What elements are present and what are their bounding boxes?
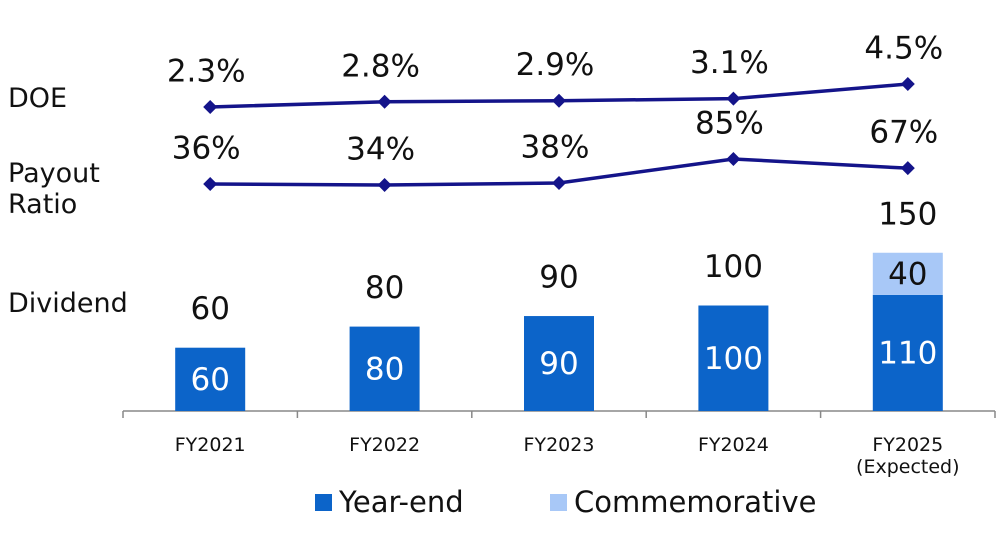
bar-value-label: 90: [539, 346, 578, 382]
line-value-label: 38%: [521, 129, 590, 165]
line-value-label: 3.1%: [690, 45, 769, 81]
line-marker: [552, 175, 566, 190]
bar-segment: [872, 294, 943, 411]
total-label: 60: [190, 291, 229, 327]
bar-value-label: 100: [704, 341, 763, 377]
line-value-label: 34%: [346, 132, 415, 168]
legend-label: Year-end: [338, 485, 464, 519]
line-value-label: 2.9%: [516, 47, 595, 83]
total-label: 150: [878, 196, 937, 232]
line-marker: [726, 152, 741, 166]
legend-swatch: [550, 494, 567, 511]
x-tick-label: FY2024: [697, 434, 769, 456]
line-marker: [726, 91, 741, 106]
x-tick-label: FY2023: [523, 434, 595, 456]
line-value-label: 2.3%: [167, 54, 246, 90]
line-value-label: 67%: [869, 115, 938, 151]
line-marker: [203, 100, 218, 114]
x-tick-label: FY2021: [174, 434, 246, 456]
line-value-label: 36%: [172, 131, 241, 167]
total-label: 100: [704, 249, 763, 285]
row-label: Dividend: [8, 288, 128, 319]
line-marker: [900, 77, 915, 91]
line-marker: [203, 177, 218, 191]
bar-segment: [872, 252, 943, 295]
line-marker: [900, 161, 915, 176]
legend-swatch: [315, 494, 332, 511]
bar-segment: [524, 316, 594, 411]
total-label: 80: [365, 270, 404, 306]
row-label: Payout Ratio: [8, 158, 100, 221]
total-label: 90: [539, 260, 578, 296]
bar-value-label: 110: [878, 335, 937, 371]
line-value-label: 2.8%: [341, 48, 420, 84]
x-tick-label: FY2022: [349, 434, 421, 456]
line-marker: [377, 94, 392, 109]
row-label: DOE: [8, 83, 68, 114]
line-marker: [377, 178, 392, 193]
legend-label: Commemorative: [574, 485, 816, 519]
bar-segment: [698, 305, 769, 411]
bar-value-label: 60: [190, 362, 229, 398]
line-marker: [552, 93, 566, 108]
bar-value-label: 40: [888, 256, 927, 292]
line-value-label: 4.5%: [864, 31, 943, 67]
line-value-label: 85%: [695, 106, 764, 142]
x-tick-label: FY2025 (Expected): [856, 434, 960, 478]
bar-segment: [349, 326, 420, 411]
bar-segment: [175, 347, 246, 411]
bar-value-label: 80: [365, 351, 404, 387]
